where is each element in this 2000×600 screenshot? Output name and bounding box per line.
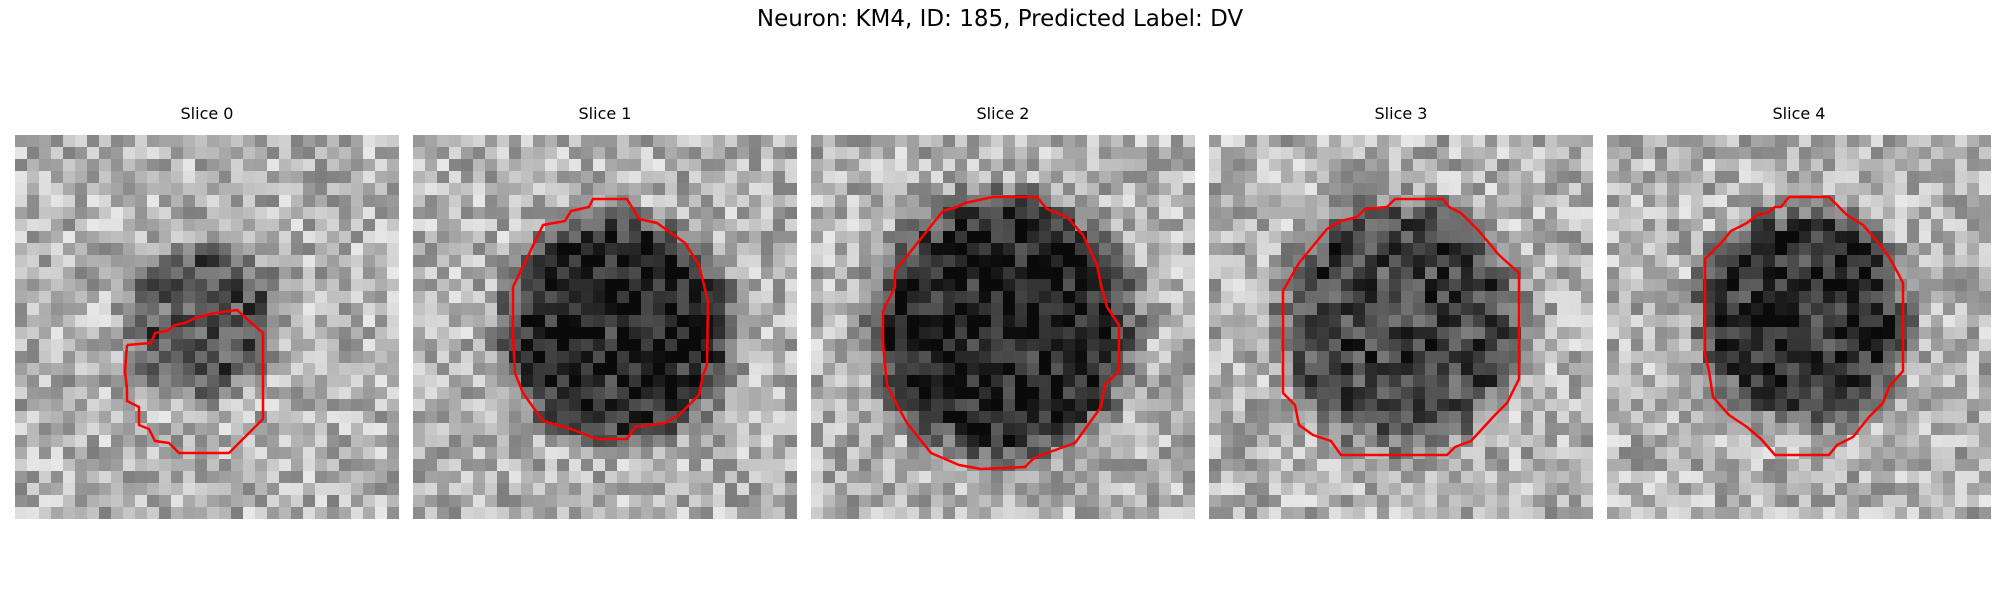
slice-image-0 [15,135,399,519]
roi-contour-4 [1703,195,1905,457]
figure-title: Neuron: KM4, ID: 185, Predicted Label: D… [756,6,1244,32]
slice-image-4 [1607,135,1991,519]
slice-image-2 [811,135,1195,519]
slice-image-1 [413,135,797,519]
slice-panel-3: Slice 3 [1209,104,1593,519]
roi-contour-1 [511,197,710,441]
slice-title-3: Slice 3 [1374,104,1428,123]
slice-panel-1: Slice 1 [413,104,797,519]
roi-contour-2 [881,195,1121,471]
slice-image-3 [1209,135,1593,519]
slice-title-0: Slice 0 [180,104,234,123]
slice-panel-4: Slice 4 [1607,104,1991,519]
slice-panel-0: Slice 0 [15,104,399,519]
slice-panel-2: Slice 2 [811,104,1195,519]
roi-contour-0 [123,308,265,455]
slice-title-2: Slice 2 [976,104,1030,123]
slice-title-4: Slice 4 [1772,104,1826,123]
slice-title-1: Slice 1 [578,104,632,123]
roi-contour-3 [1281,197,1521,457]
